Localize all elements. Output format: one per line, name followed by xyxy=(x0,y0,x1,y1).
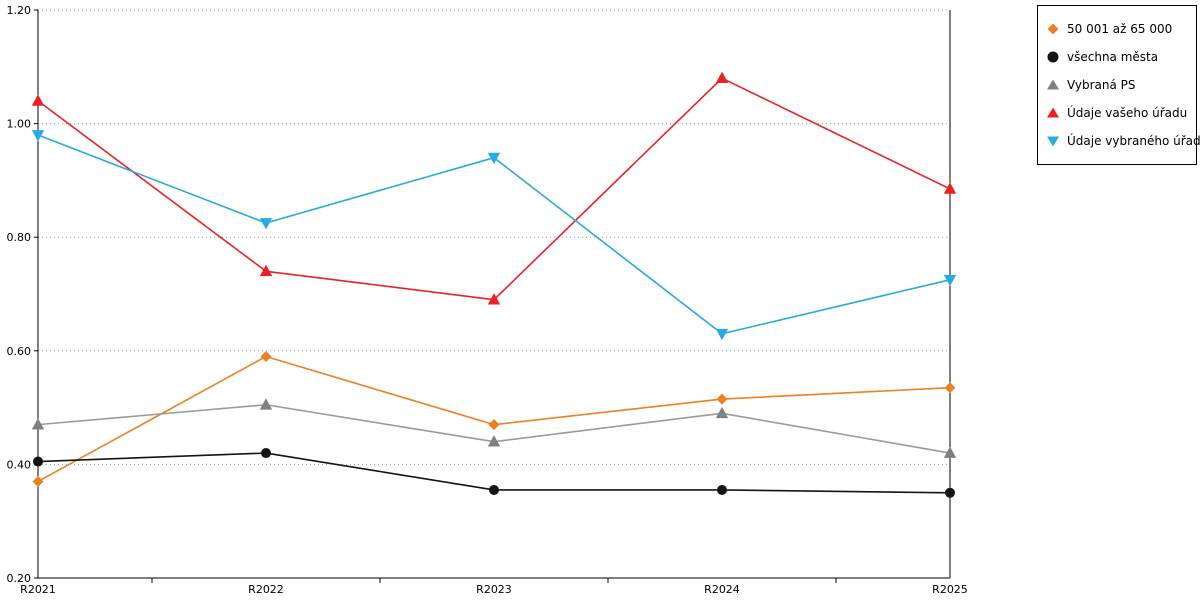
legend: 50 001 až 65 000 všechna města Vybraná P… xyxy=(1037,5,1200,165)
circle-marker-icon xyxy=(33,456,43,467)
triangle-up-marker-icon xyxy=(259,264,273,277)
triangle-up-marker-icon xyxy=(1046,106,1060,120)
circle-marker-icon xyxy=(261,448,271,459)
diamond-marker-icon xyxy=(716,393,728,405)
triangle-up-marker-icon xyxy=(487,293,501,305)
circle-marker-icon xyxy=(717,484,727,495)
triangle-down-marker-icon xyxy=(1047,136,1059,147)
legend-item-vsechna-mesta: všechna města xyxy=(1046,43,1188,71)
series-2 xyxy=(31,398,957,458)
axis-tick-label: 0.60 xyxy=(7,345,32,358)
triangle-up-marker-icon xyxy=(487,435,501,447)
triangle-up-marker-icon xyxy=(943,182,957,194)
legend-item-50001-az-65000: 50 001 až 65 000 xyxy=(1046,15,1188,43)
triangle-up-marker-icon xyxy=(943,446,957,458)
axis-tick-label: 1.20 xyxy=(7,4,32,17)
diamond-marker-icon xyxy=(488,419,500,431)
axis-tick-label: 0.80 xyxy=(7,231,32,244)
diamond-marker-icon xyxy=(1046,22,1060,36)
legend-label: Údaje vybraného úřadu xyxy=(1067,134,1200,148)
axis-tick-label: 0.40 xyxy=(7,458,32,471)
legend-item-udaje-vaseho-uradu: Údaje vašeho úřadu xyxy=(1046,99,1188,127)
axis-tick-label: R2023 xyxy=(476,583,512,596)
diamond-marker-icon xyxy=(32,475,44,487)
axis-tick-label: R2024 xyxy=(704,583,740,596)
triangle-down-marker-icon xyxy=(1046,134,1060,148)
legend-label: Vybraná PS xyxy=(1067,78,1136,92)
diamond-marker-icon xyxy=(1047,23,1059,35)
axis-tick-label: 1.00 xyxy=(7,118,32,131)
circle-marker-icon xyxy=(489,484,499,495)
legend-item-vybrana-ps: Vybraná PS xyxy=(1046,71,1188,99)
circle-marker-icon xyxy=(945,487,955,498)
legend-label: všechna města xyxy=(1067,50,1159,64)
series-0 xyxy=(32,350,956,487)
axis-tick-label: R2021 xyxy=(20,583,56,596)
diamond-marker-icon xyxy=(260,350,272,362)
series-3 xyxy=(31,71,957,305)
triangle-up-marker-icon xyxy=(259,398,273,410)
legend-item-udaje-vybraneho-uradu: Údaje vybraného úřadu xyxy=(1046,127,1200,155)
series-1 xyxy=(33,448,955,498)
triangle-down-marker-icon xyxy=(259,218,273,230)
circle-marker-icon xyxy=(1047,51,1059,63)
triangle-down-marker-icon xyxy=(715,328,729,341)
triangle-down-marker-icon xyxy=(31,130,45,142)
triangle-up-marker-icon xyxy=(31,94,45,106)
triangle-up-marker-icon xyxy=(715,71,729,84)
axis-tick-label: R2022 xyxy=(248,583,284,596)
triangle-up-marker-icon xyxy=(1046,78,1060,92)
triangle-down-marker-icon xyxy=(487,152,501,165)
legend-label: 50 001 až 65 000 xyxy=(1067,22,1173,36)
triangle-down-marker-icon xyxy=(943,274,957,287)
axis-tick-label: R2025 xyxy=(932,583,968,596)
series-line xyxy=(37,77,951,301)
diamond-marker-icon xyxy=(944,382,956,394)
circle-marker-icon xyxy=(1046,50,1060,64)
series-4 xyxy=(31,130,957,341)
triangle-up-marker-icon xyxy=(1047,107,1059,118)
triangle-up-marker-icon xyxy=(715,406,729,419)
series-line xyxy=(37,355,951,483)
axis-tick-label: 0.20 xyxy=(7,572,32,585)
legend-label: Údaje vašeho úřadu xyxy=(1067,106,1188,120)
triangle-up-marker-icon xyxy=(1047,79,1059,90)
triangle-up-marker-icon xyxy=(31,418,45,430)
